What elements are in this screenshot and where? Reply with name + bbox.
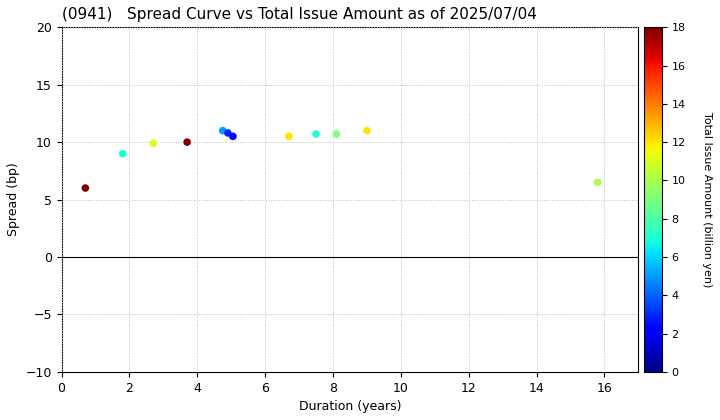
- Point: [361, 127, 373, 134]
- Point: [283, 133, 294, 140]
- Point: [148, 140, 159, 147]
- Text: (0941)   Spread Curve vs Total Issue Amount as of 2025/07/04: (0941) Spread Curve vs Total Issue Amoun…: [62, 7, 536, 22]
- Point: [228, 133, 239, 140]
- X-axis label: Duration (years): Duration (years): [299, 400, 401, 413]
- Point: [310, 131, 322, 137]
- Point: [330, 131, 342, 137]
- Y-axis label: Spread (bp): Spread (bp): [7, 163, 20, 236]
- Point: [80, 185, 91, 192]
- Point: [222, 129, 233, 136]
- Point: [181, 139, 193, 145]
- Point: [117, 150, 128, 157]
- Point: [592, 179, 603, 186]
- Y-axis label: Total Issue Amount (billion yen): Total Issue Amount (billion yen): [702, 112, 712, 287]
- Point: [217, 127, 228, 134]
